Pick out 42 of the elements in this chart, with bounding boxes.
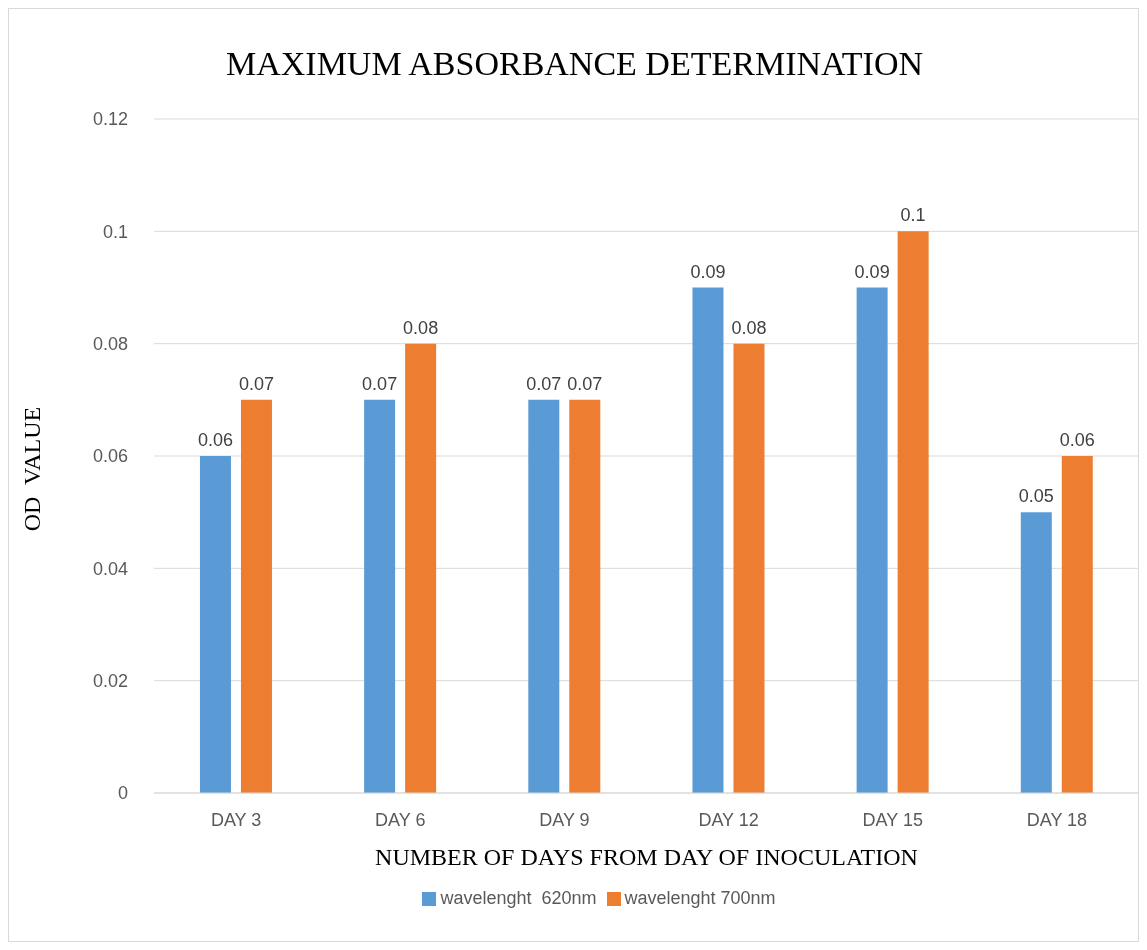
- y-tick-label: 0.02: [92, 671, 128, 692]
- data-label: 0.09: [854, 261, 890, 282]
- bar: [528, 399, 560, 793]
- x-axis-title: NUMBER OF DAYS FROM DAY OF INOCULATION: [374, 844, 919, 871]
- bar: [733, 343, 765, 793]
- x-tick-label: DAY 12: [698, 809, 759, 830]
- y-tick-label: 0.04: [92, 558, 128, 579]
- legend-label: wavelenght 700nm: [624, 888, 776, 908]
- y-axis-title: OD VALUE: [18, 406, 46, 532]
- bar: [856, 287, 888, 793]
- bar: [199, 456, 231, 793]
- y-tick-label: 0.1: [102, 221, 128, 242]
- x-tick-label: DAY 15: [862, 809, 923, 830]
- data-label: 0.07: [238, 373, 274, 394]
- legend-label: wavelenght 620nm: [440, 888, 597, 908]
- y-tick-label: 0: [117, 783, 128, 804]
- data-label: 0.08: [731, 317, 767, 338]
- bar: [569, 399, 601, 793]
- x-tick-label: DAY 3: [210, 809, 262, 830]
- data-label: 0.07: [567, 373, 603, 394]
- data-label: 0.06: [197, 430, 233, 450]
- bar: [692, 287, 724, 793]
- y-tick-label: 0.12: [92, 109, 128, 130]
- data-label: 0.05: [1018, 486, 1054, 507]
- bar: [405, 343, 437, 793]
- data-label: 0.08: [403, 317, 439, 338]
- data-label: 0.09: [690, 261, 726, 282]
- y-tick-label: 0.08: [92, 334, 128, 355]
- bar: [1061, 456, 1093, 793]
- chart-title: MAXIMUM ABSORBANCE DETERMINATION: [224, 45, 924, 83]
- data-label: 0.06: [1059, 430, 1095, 450]
- bar: [240, 399, 272, 793]
- bar: [897, 231, 929, 793]
- x-tick-label: DAY 18: [1026, 809, 1088, 830]
- bar: [364, 399, 396, 793]
- data-label: 0.1: [900, 205, 926, 226]
- y-tick-label: 0.06: [92, 446, 128, 467]
- data-label: 0.07: [362, 373, 398, 394]
- x-tick-label: DAY 9: [539, 809, 590, 830]
- data-label: 0.07: [526, 373, 562, 394]
- x-tick-label: DAY 6: [375, 809, 426, 830]
- bar: [1020, 512, 1052, 793]
